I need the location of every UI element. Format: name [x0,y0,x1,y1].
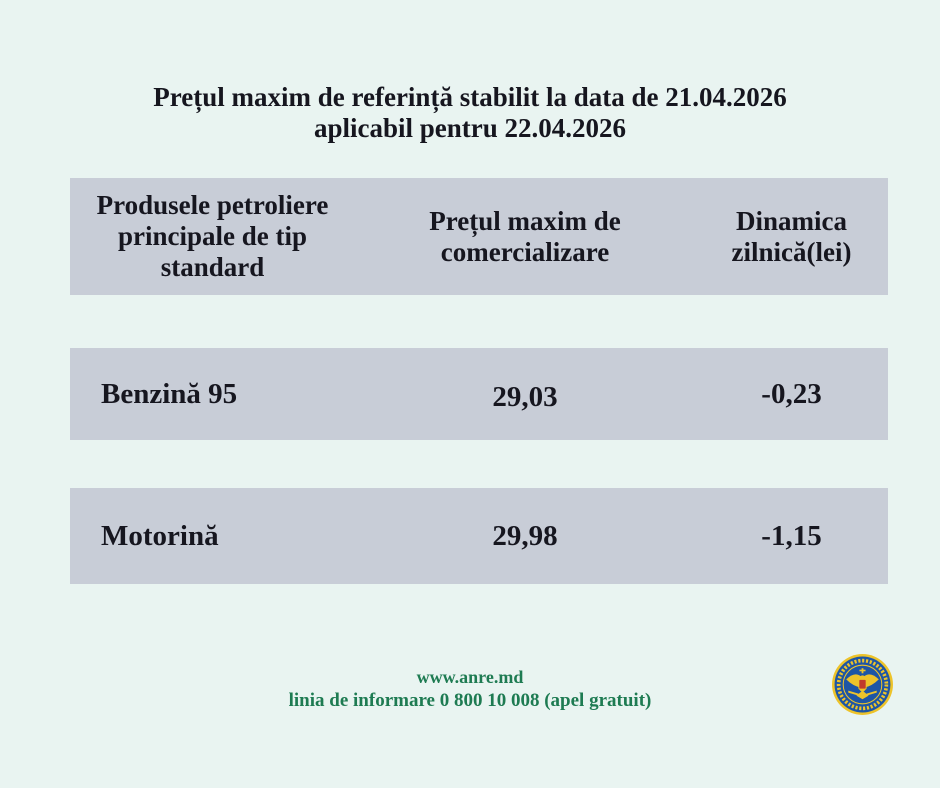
page-title: Prețul maxim de referință stabilit la da… [0,82,940,144]
page-title-line1: Prețul maxim de referință stabilit la da… [153,82,787,112]
product-name: Benzină 95 [101,377,238,410]
footer: www.anre.md linia de informare 0 800 10 … [0,667,940,712]
max-price-value: 29,98 [492,519,558,552]
table-row-motorina: Motorină 29,98 -1,15 [70,488,888,584]
daily-dynamic-value: -0,23 [761,377,822,410]
footer-infoline-text: linia de informare 0 800 10 008 (apel gr… [288,690,652,711]
product-name: Motorină [101,519,219,552]
price-table-header: Produsele petroliere principale de tip s… [70,178,888,295]
header-cell-daily-dynamic-label: Dinamica zilnică(lei) [731,205,852,267]
table-row-benzina-95: Benzină 95 29,03 -0,23 [70,348,888,440]
footer-website-text: www.anre.md [416,667,524,687]
header-cell-daily-dynamic: Dinamica zilnică(lei) [695,206,888,268]
max-price-value: 29,03 [492,380,558,413]
header-cell-products: Produsele petroliere principale de tip s… [70,190,355,283]
moldova-coat-of-arms-icon [832,654,893,715]
anre-seal-logo [831,653,894,716]
header-cell-products-label: Produsele petroliere principale de tip s… [96,190,329,282]
daily-dynamic-value: -1,15 [761,519,822,552]
page-title-line2: aplicabil pentru 22.04.2026 [313,113,627,143]
header-cell-max-price-label: Prețul maxim de comercializare [429,205,621,267]
header-cell-max-price: Prețul maxim de comercializare [355,206,695,268]
